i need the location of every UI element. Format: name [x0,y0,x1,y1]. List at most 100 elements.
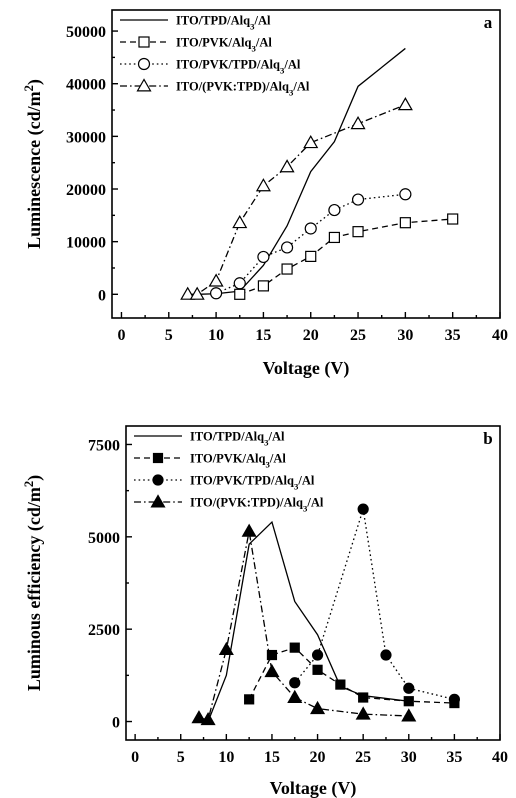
data-point [279,159,295,173]
data-point [218,641,234,655]
series-line [187,104,406,295]
data-point [401,708,417,722]
data-point [328,231,340,244]
data-point [257,280,270,292]
legend: ITO/TPD/Alq3/Al ITO/PVK/Alq3/Al ITO/PVK/TP… [134,430,324,514]
data-point [328,203,341,217]
series-line [207,520,409,722]
legend-marker [152,452,164,464]
y-tick-label: 40000 [66,77,106,94]
x-tick-label: 5 [177,749,185,766]
y-tick-label: 20000 [66,182,106,199]
data-point [357,503,369,515]
data-point [241,523,257,537]
data-point [304,222,317,235]
y-tick-label: 0 [112,715,120,732]
data-point [289,642,300,653]
x-axis-label: Voltage (V) [270,778,357,798]
y-tick-label: 10000 [66,235,106,252]
y-tick-label: 2500 [88,622,120,639]
x-tick-label: 25 [355,749,371,766]
x-tick-label: 40 [492,327,508,344]
legend-entry: ITO/TPD/Alq3/Al [190,430,285,448]
data-point [280,241,294,254]
x-tick-label: 20 [310,749,326,766]
data-point [289,677,301,689]
data-point [287,689,303,703]
legend-marker [150,494,166,508]
y-tick-label: 5000 [88,530,120,547]
x-tick-label: 20 [303,327,319,344]
chart-panel-b: 0 5 10 15 20 25 30 35 40 0 2500 5000 7500 Voltage (V)… [22,425,508,798]
data-point [335,679,346,690]
data-point [281,263,293,275]
series-line [294,508,455,700]
series-1 [207,520,409,722]
data-point [403,696,414,707]
y-tick-label: 0 [98,287,106,304]
legend-entry: ITO/TPD/Alq3/Al [176,14,271,32]
series-line [215,193,406,294]
data-point [355,706,371,720]
legend-entry: ITO/PVK/TPD/Alq3/Al [176,58,301,76]
data-point [189,286,205,300]
series-1 [197,47,406,295]
series-line [198,531,409,721]
x-axis-label: Voltage (V) [263,358,350,379]
x-tick-label: 5 [165,327,173,344]
legend: ITO/TPD/Alq3/Al ITO/PVK/Alq3/Al ITO/PVK/TP… [120,14,310,98]
legend-entry: ITO/(PVK:TPD)/Alq3/Al [176,80,310,98]
panel-label: a [484,13,493,32]
data-point [448,693,460,705]
data-point [312,664,323,675]
legend-marker [152,474,164,486]
data-point [209,287,223,300]
data-point [234,288,246,300]
legend-entry: ITO/(PVK:TPD)/Alq3/Al [190,496,324,514]
series-3 [209,188,412,300]
data-point [303,134,319,149]
x-tick-label: 30 [401,749,417,766]
data-point [311,649,324,661]
x-tick-label: 30 [397,327,413,344]
data-point [351,193,365,206]
plot-frame [111,9,501,319]
legend-marker [136,78,152,92]
y-axis-label: Luminescence (cd/m2) [22,79,45,249]
chart-panel-a: 0 5 10 15 20 25 30 35 40 0 10000 20000 30000 40000 500… [22,9,508,379]
x-tick-label: 15 [255,327,271,344]
data-point [232,214,248,229]
data-point [208,273,224,287]
y-axis-label: Luminous efficiency (cd/m2) [22,475,45,691]
data-point [447,213,459,225]
x-tick-label: 40 [492,749,508,766]
data-point [266,649,278,661]
legend-marker [138,36,150,48]
series-line [239,218,453,295]
data-point [350,116,366,130]
series-3 [289,503,460,705]
legend-entry: ITO/PVK/Alq3/Al [176,36,272,54]
data-point [399,217,411,229]
legend-entry: ITO/PVK/TPD/Alq3/Al [190,474,315,492]
data-point [180,286,196,300]
x-tick-label: 25 [350,327,366,344]
data-point [352,226,364,238]
panel-label: b [483,429,492,448]
y-tick-label: 30000 [66,129,106,146]
x-tick-label: 0 [131,749,139,766]
series-4 [191,523,417,726]
data-point [244,694,255,705]
legend-marker [137,57,151,71]
data-point [399,188,412,201]
data-point [358,692,369,703]
data-point [233,277,246,290]
x-tick-label: 15 [264,749,280,766]
y-tick-label: 50000 [66,24,106,41]
data-point [255,178,271,192]
data-point [310,700,326,715]
data-point [264,663,280,678]
x-tick-label: 10 [208,327,224,344]
legend-entry: ITO/PVK/Alq3/Al [190,452,286,470]
